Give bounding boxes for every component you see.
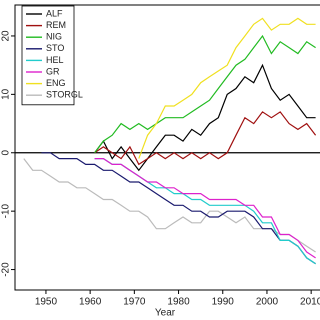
x-tick-label: 1990 — [212, 297, 235, 308]
legend-label: ALF — [46, 8, 63, 18]
legend-label: STO — [46, 43, 64, 53]
y-tick-label: -10 — [1, 203, 12, 218]
legend-label: HEL — [46, 55, 64, 65]
x-tick-label: 2000 — [256, 297, 279, 308]
x-tick-label: 2010 — [300, 297, 320, 308]
series-line — [23, 158, 316, 253]
x-tick-label: 1980 — [167, 297, 190, 308]
series-line — [94, 63, 316, 172]
legend-label: ENG — [46, 78, 66, 88]
series-line — [94, 158, 316, 259]
legend-label: REM — [46, 20, 66, 30]
legend-label: NIG — [46, 32, 62, 42]
legend-label: STORGL — [46, 90, 83, 100]
y-tick-label: 10 — [1, 88, 12, 100]
plot-frame — [14, 4, 320, 291]
series-line — [94, 111, 317, 166]
legend-box — [21, 5, 75, 106]
y-tick-label: 0 — [1, 150, 12, 156]
series-line — [138, 17, 316, 159]
y-tick-label: 20 — [1, 30, 12, 42]
y-tick-label: -20 — [1, 262, 12, 277]
x-tick-label: 1950 — [35, 297, 58, 308]
series-line — [94, 34, 316, 154]
series-line — [41, 152, 316, 265]
legend-label: GR — [46, 66, 60, 76]
x-axis-label: Year — [155, 308, 176, 319]
series-line — [94, 158, 316, 265]
x-tick-label: 1970 — [123, 297, 146, 308]
x-tick-label: 1960 — [79, 297, 102, 308]
